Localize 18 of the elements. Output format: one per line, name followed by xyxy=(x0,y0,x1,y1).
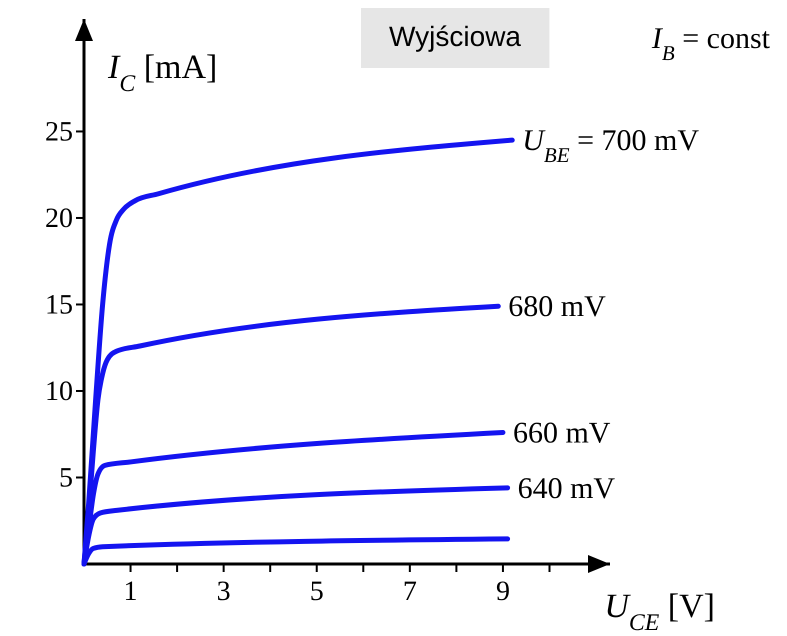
x-tick-label: 9 xyxy=(496,576,510,608)
y-axis-title: I$_{C}$ [mA] xyxy=(107,49,218,97)
y-tick-label: 15 xyxy=(45,289,73,320)
y-tick-label: 25 xyxy=(45,116,73,148)
x-axis-title: U$_{CE}$ [V] xyxy=(604,588,715,636)
y-tick-label: 20 xyxy=(45,202,73,234)
x-tick-label: 7 xyxy=(402,576,417,608)
series-label: U$_{BE}$ = 700 mV xyxy=(522,124,700,168)
x-tick-label: 5 xyxy=(310,576,324,608)
chart-title: Wyjściowa xyxy=(389,21,522,52)
series-label: 680 mV xyxy=(508,290,606,324)
y-tick-label: 5 xyxy=(59,462,73,494)
text: I$_{B}$ = const xyxy=(650,22,771,65)
x-tick-label: 3 xyxy=(216,576,231,608)
series-label: 640 mV xyxy=(518,472,616,505)
series-label: 660 mV xyxy=(512,416,611,450)
x-tick-label: 1 xyxy=(124,576,138,608)
y-tick-label: 10 xyxy=(45,376,73,407)
